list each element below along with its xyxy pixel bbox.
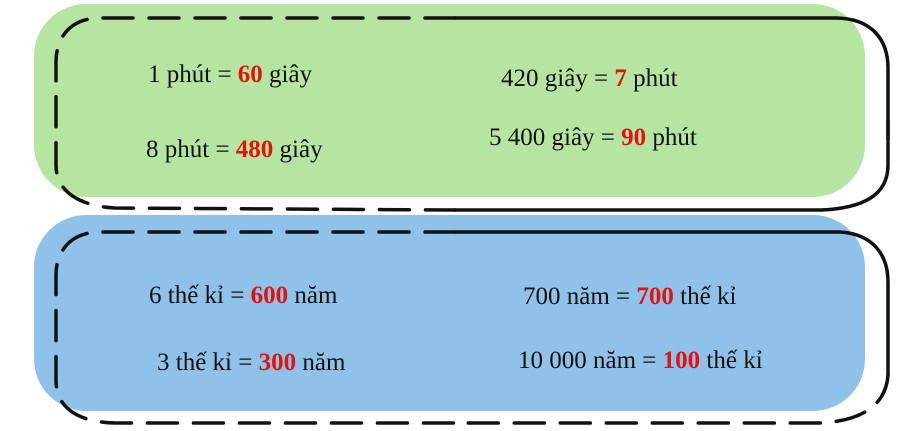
equation-unit: giây <box>269 61 313 88</box>
century-conversion-panel <box>34 215 865 411</box>
equation-unit: năm <box>302 349 346 376</box>
equation-unit: giây <box>279 136 323 163</box>
equation-years-to-centuries-2: 10 000 năm = 100 thế kỉ <box>518 348 763 373</box>
equation-left: 420 giây = <box>501 65 609 92</box>
answer-value: 90 <box>621 124 647 151</box>
equation-unit: năm <box>294 282 338 309</box>
answer-value: 600 <box>250 282 289 309</box>
equation-left: 6 thế kỉ = <box>149 282 245 309</box>
answer-value: 300 <box>258 349 297 376</box>
equation-left: 8 phút = <box>146 136 230 163</box>
time-conversion-panel <box>34 4 865 197</box>
equation-unit: thế kỉ <box>680 283 737 310</box>
equation-centuries-to-years-1: 6 thế kỉ = 600 năm <box>149 283 337 308</box>
equation-left: 3 thế kỉ = <box>157 349 253 376</box>
equation-unit: phút <box>633 65 678 92</box>
equation-years-to-centuries-1: 700 năm = 700 thế kỉ <box>523 284 736 309</box>
equation-minutes-to-seconds-1: 1 phút = 60 giây <box>148 62 312 87</box>
equation-seconds-to-minutes-1: 420 giây = 7 phút <box>501 66 678 91</box>
equation-minutes-to-seconds-2: 8 phút = 480 giây <box>146 137 323 162</box>
equation-unit: phút <box>652 124 697 151</box>
answer-value: 700 <box>636 283 674 310</box>
equation-unit: thế kỉ <box>706 347 763 374</box>
equation-seconds-to-minutes-2: 5 400 giây = 90 phút <box>489 125 697 150</box>
answer-value: 480 <box>235 136 274 163</box>
equation-centuries-to-years-2: 3 thế kỉ = 300 năm <box>157 350 345 375</box>
equation-left: 5 400 giây = <box>489 124 615 151</box>
answer-value: 7 <box>614 65 627 92</box>
equation-left: 700 năm = <box>523 283 631 310</box>
answer-value: 60 <box>237 61 263 88</box>
equation-left: 1 phút = <box>148 61 232 88</box>
equation-left: 10 000 năm = <box>518 347 657 374</box>
answer-value: 100 <box>662 347 701 374</box>
